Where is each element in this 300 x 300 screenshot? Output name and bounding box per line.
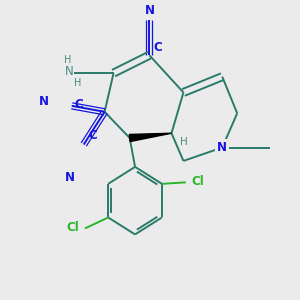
Polygon shape bbox=[129, 133, 172, 142]
Text: N: N bbox=[64, 171, 74, 184]
Text: N: N bbox=[144, 4, 154, 17]
Text: H: H bbox=[74, 78, 82, 88]
Text: C: C bbox=[153, 41, 162, 54]
Text: N: N bbox=[217, 141, 227, 154]
Text: H: H bbox=[64, 55, 71, 65]
Text: H: H bbox=[180, 136, 188, 147]
Text: C: C bbox=[88, 129, 97, 142]
Text: Cl: Cl bbox=[191, 175, 204, 188]
Text: N: N bbox=[64, 65, 73, 78]
Text: C: C bbox=[75, 98, 83, 111]
Text: Cl: Cl bbox=[67, 221, 80, 234]
Text: N: N bbox=[39, 95, 50, 108]
